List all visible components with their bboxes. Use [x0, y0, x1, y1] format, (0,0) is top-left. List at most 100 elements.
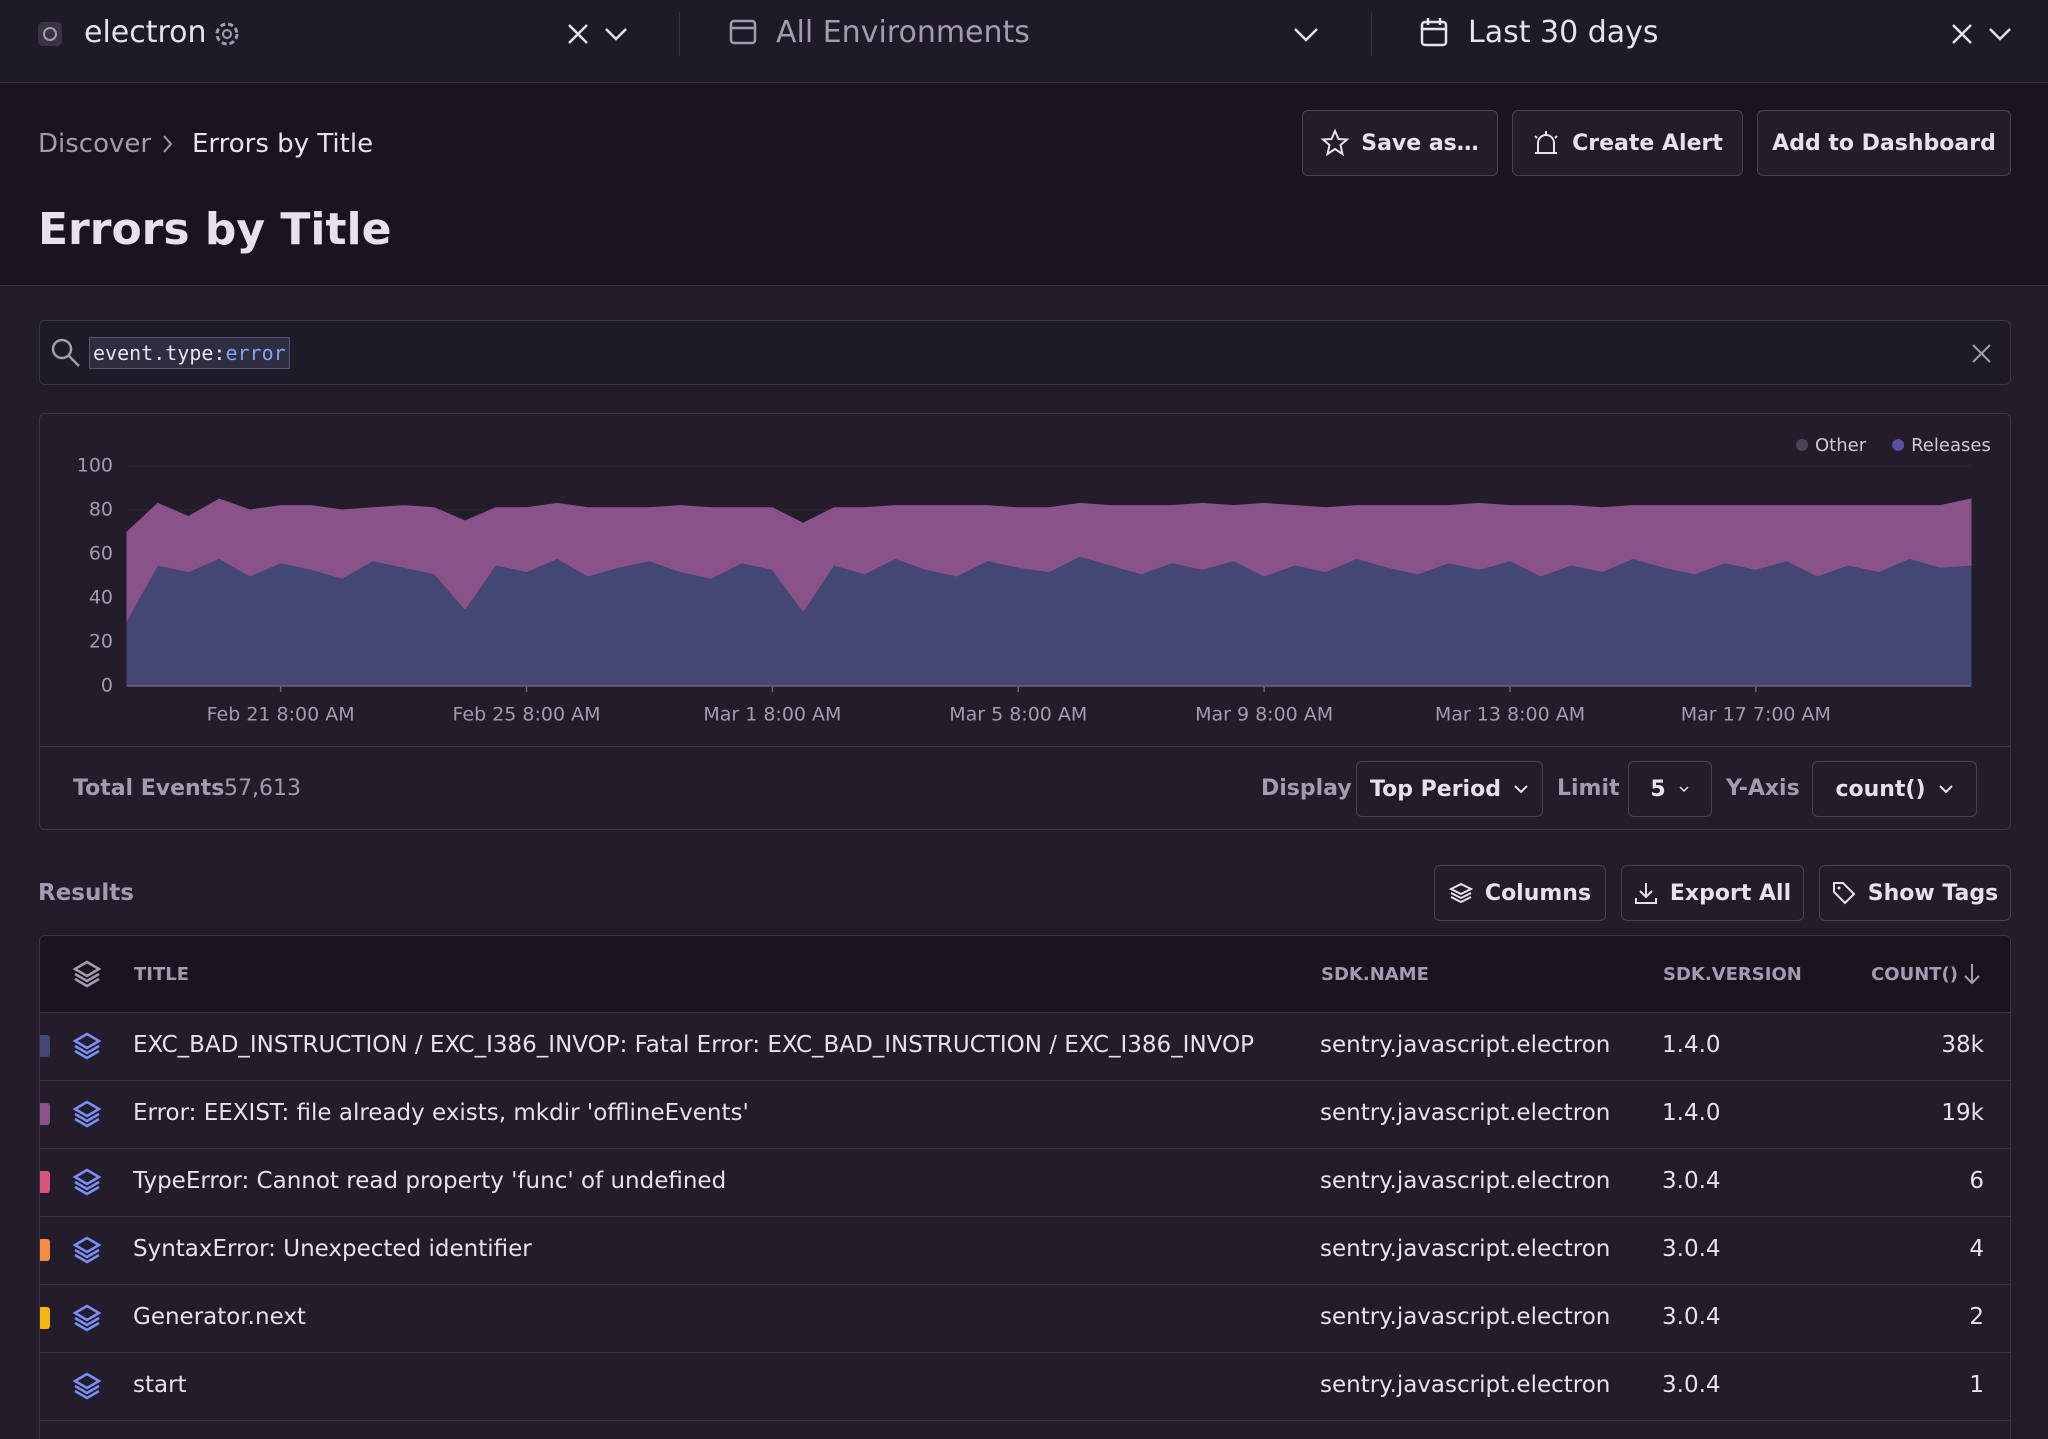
column-header: SDK.VERSION [1663, 964, 1802, 985]
columns-icon [1448, 882, 1473, 904]
download-icon [1634, 883, 1657, 904]
sdk-name-cell: sentry.javascript.electron [1320, 1236, 1611, 1262]
sdk-name-cell: sentry.javascript.electron [1320, 1372, 1611, 1398]
sdk-version-cell: 3.0.4 [1662, 1236, 1721, 1262]
stack-icon [72, 1236, 102, 1264]
table-row[interactable]: start sentry.javascript.electron 3.0.4 1 [40, 1352, 2010, 1421]
add-dashboard-button[interactable]: Add to Dashboard [1757, 110, 2011, 176]
table-row[interactable]: Error: EEXIST: file already exists, mkdi… [40, 1080, 2010, 1149]
count-cell: 1 [1969, 1372, 1984, 1398]
sdk-version-cell: 1.4.0 [1662, 1100, 1721, 1126]
dropdown-value: 5 [1650, 776, 1666, 802]
divider [1371, 12, 1372, 56]
stack-icon [72, 1168, 102, 1196]
settings-icon[interactable] [212, 19, 242, 49]
sdk-name-cell: sentry.javascript.electron [1320, 1168, 1611, 1194]
divider [40, 746, 2010, 747]
date-controls[interactable] [1950, 20, 2030, 50]
date-range[interactable]: Last 30 days [1468, 15, 1659, 50]
table-header [40, 936, 2010, 1013]
tag-icon [1832, 882, 1856, 905]
calendar-icon [1420, 18, 1448, 47]
yaxis-dropdown[interactable]: count() [1812, 761, 1977, 817]
row-stack-icon[interactable] [72, 1371, 102, 1405]
row-stack-icon[interactable] [72, 1235, 102, 1269]
column-header: SDK.NAME [1321, 964, 1429, 985]
display-label: Display [1261, 776, 1352, 801]
sdk-name-cell: sentry.javascript.electron [1320, 1032, 1611, 1058]
chevron [1514, 785, 1528, 794]
columns-button[interactable]: Columns [1434, 865, 1606, 921]
search-bar[interactable] [39, 320, 2011, 385]
sdk-version-cell: 3.0.4 [1662, 1372, 1721, 1398]
row-stack-icon[interactable] [72, 1031, 102, 1065]
results-label: Results [38, 880, 134, 906]
count-cell: 38k [1941, 1032, 1984, 1058]
button-label: Columns [1484, 880, 1592, 906]
row-swatch [40, 1307, 50, 1329]
sdk-version-cell: 1.4.0 [1662, 1032, 1721, 1058]
table-row[interactable]: SyntaxError: Unexpected identifier sentry… [40, 1216, 2010, 1285]
results-table: TITLE SDK.NAME SDK.VERSION COUNT() EXC_BAD_I… [39, 935, 2011, 1439]
limit-label: Limit [1557, 776, 1620, 801]
save-button[interactable]: Save as… [1302, 110, 1498, 176]
title-cell: SyntaxError: Unexpected identifier [133, 1236, 532, 1262]
divider [679, 12, 680, 56]
chart: 0 20 40 60 80 100 Feb 21 8:00 AM Feb 25 8:00 AM… [77, 435, 1991, 726]
row-stack-icon[interactable] [72, 1167, 102, 1201]
title-cell: Error: EEXIST: file already exists, mkdi… [133, 1100, 749, 1126]
row-stack-icon[interactable] [72, 1099, 102, 1133]
title-cell: start [133, 1372, 187, 1398]
table-row[interactable]: Generator.next sentry.javascript.electron… [40, 1284, 2010, 1353]
row-swatch [40, 1239, 50, 1261]
count-cell: 2 [1969, 1304, 1984, 1330]
y-tick-label: 100 [77, 455, 113, 477]
chevron [1679, 786, 1689, 793]
tags-button[interactable]: Show Tags [1819, 865, 2011, 921]
environment-selector[interactable]: All Environments [776, 15, 1030, 50]
export-button[interactable]: Export All [1621, 865, 1804, 921]
x-tick-label: Mar 1 8:00 AM [703, 704, 841, 726]
search-token[interactable]: event.type:error [89, 337, 290, 369]
x-tick-label: Mar 17 7:00 AM [1681, 704, 1831, 726]
breadcrumb-separator [163, 135, 173, 153]
count-cell: 19k [1941, 1100, 1984, 1126]
dropdown-value: Top Period [1370, 776, 1501, 802]
create-alert-button[interactable]: Create Alert [1512, 110, 1743, 176]
search-value: error [225, 341, 286, 365]
header-stack-icon [72, 959, 102, 993]
environment-icon [729, 19, 757, 45]
title-cell: EXC_BAD_INSTRUCTION / EXC_I386_INVOP: Fa… [133, 1032, 1254, 1058]
x-tick-label: Mar 13 8:00 AM [1435, 704, 1585, 726]
title-cell: Generator.next [133, 1304, 306, 1330]
count-cell: 6 [1969, 1168, 1984, 1194]
search-key: event.type: [93, 341, 226, 365]
clear-search[interactable] [1970, 342, 1994, 366]
y-tick-label: 40 [89, 587, 113, 609]
row-swatch [40, 1171, 50, 1193]
sdk-name-cell: sentry.javascript.electron [1320, 1100, 1611, 1126]
display-dropdown[interactable]: Top Period [1356, 761, 1543, 817]
row-swatch [40, 1103, 50, 1125]
y-tick-label: 0 [101, 675, 113, 697]
environment-chevron[interactable] [1292, 20, 1322, 50]
breadcrumb-current: Errors by Title [192, 129, 374, 159]
legend-swatch [1796, 439, 1808, 451]
stack-icon [72, 1032, 102, 1060]
breadcrumb-link[interactable]: Discover [38, 129, 152, 159]
button-label: Create Alert [1572, 130, 1723, 156]
top-bar [0, 0, 2048, 83]
button-label: Add to Dashboard [1772, 130, 1996, 156]
limit-dropdown[interactable]: 5 [1628, 761, 1712, 817]
legend-swatch [1892, 439, 1905, 451]
row-stack-icon[interactable] [72, 1303, 102, 1337]
project-controls[interactable] [566, 20, 636, 50]
table-row[interactable]: TypeError: Cannot read property 'func' o… [40, 1148, 2010, 1217]
chevron [1938, 785, 1953, 794]
table-row[interactable]: EXC_BAD_INSTRUCTION / EXC_I386_INVOP: Fa… [40, 1012, 2010, 1081]
legend-label: Other [1815, 435, 1867, 456]
y-tick-label: 60 [89, 543, 113, 565]
legend-label: Releases [1911, 435, 1991, 456]
project-name[interactable]: electron [84, 15, 207, 50]
